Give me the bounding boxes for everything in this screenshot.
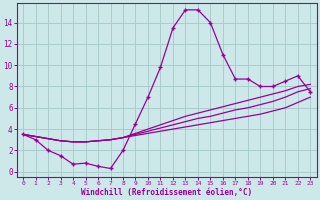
X-axis label: Windchill (Refroidissement éolien,°C): Windchill (Refroidissement éolien,°C) — [81, 188, 252, 197]
